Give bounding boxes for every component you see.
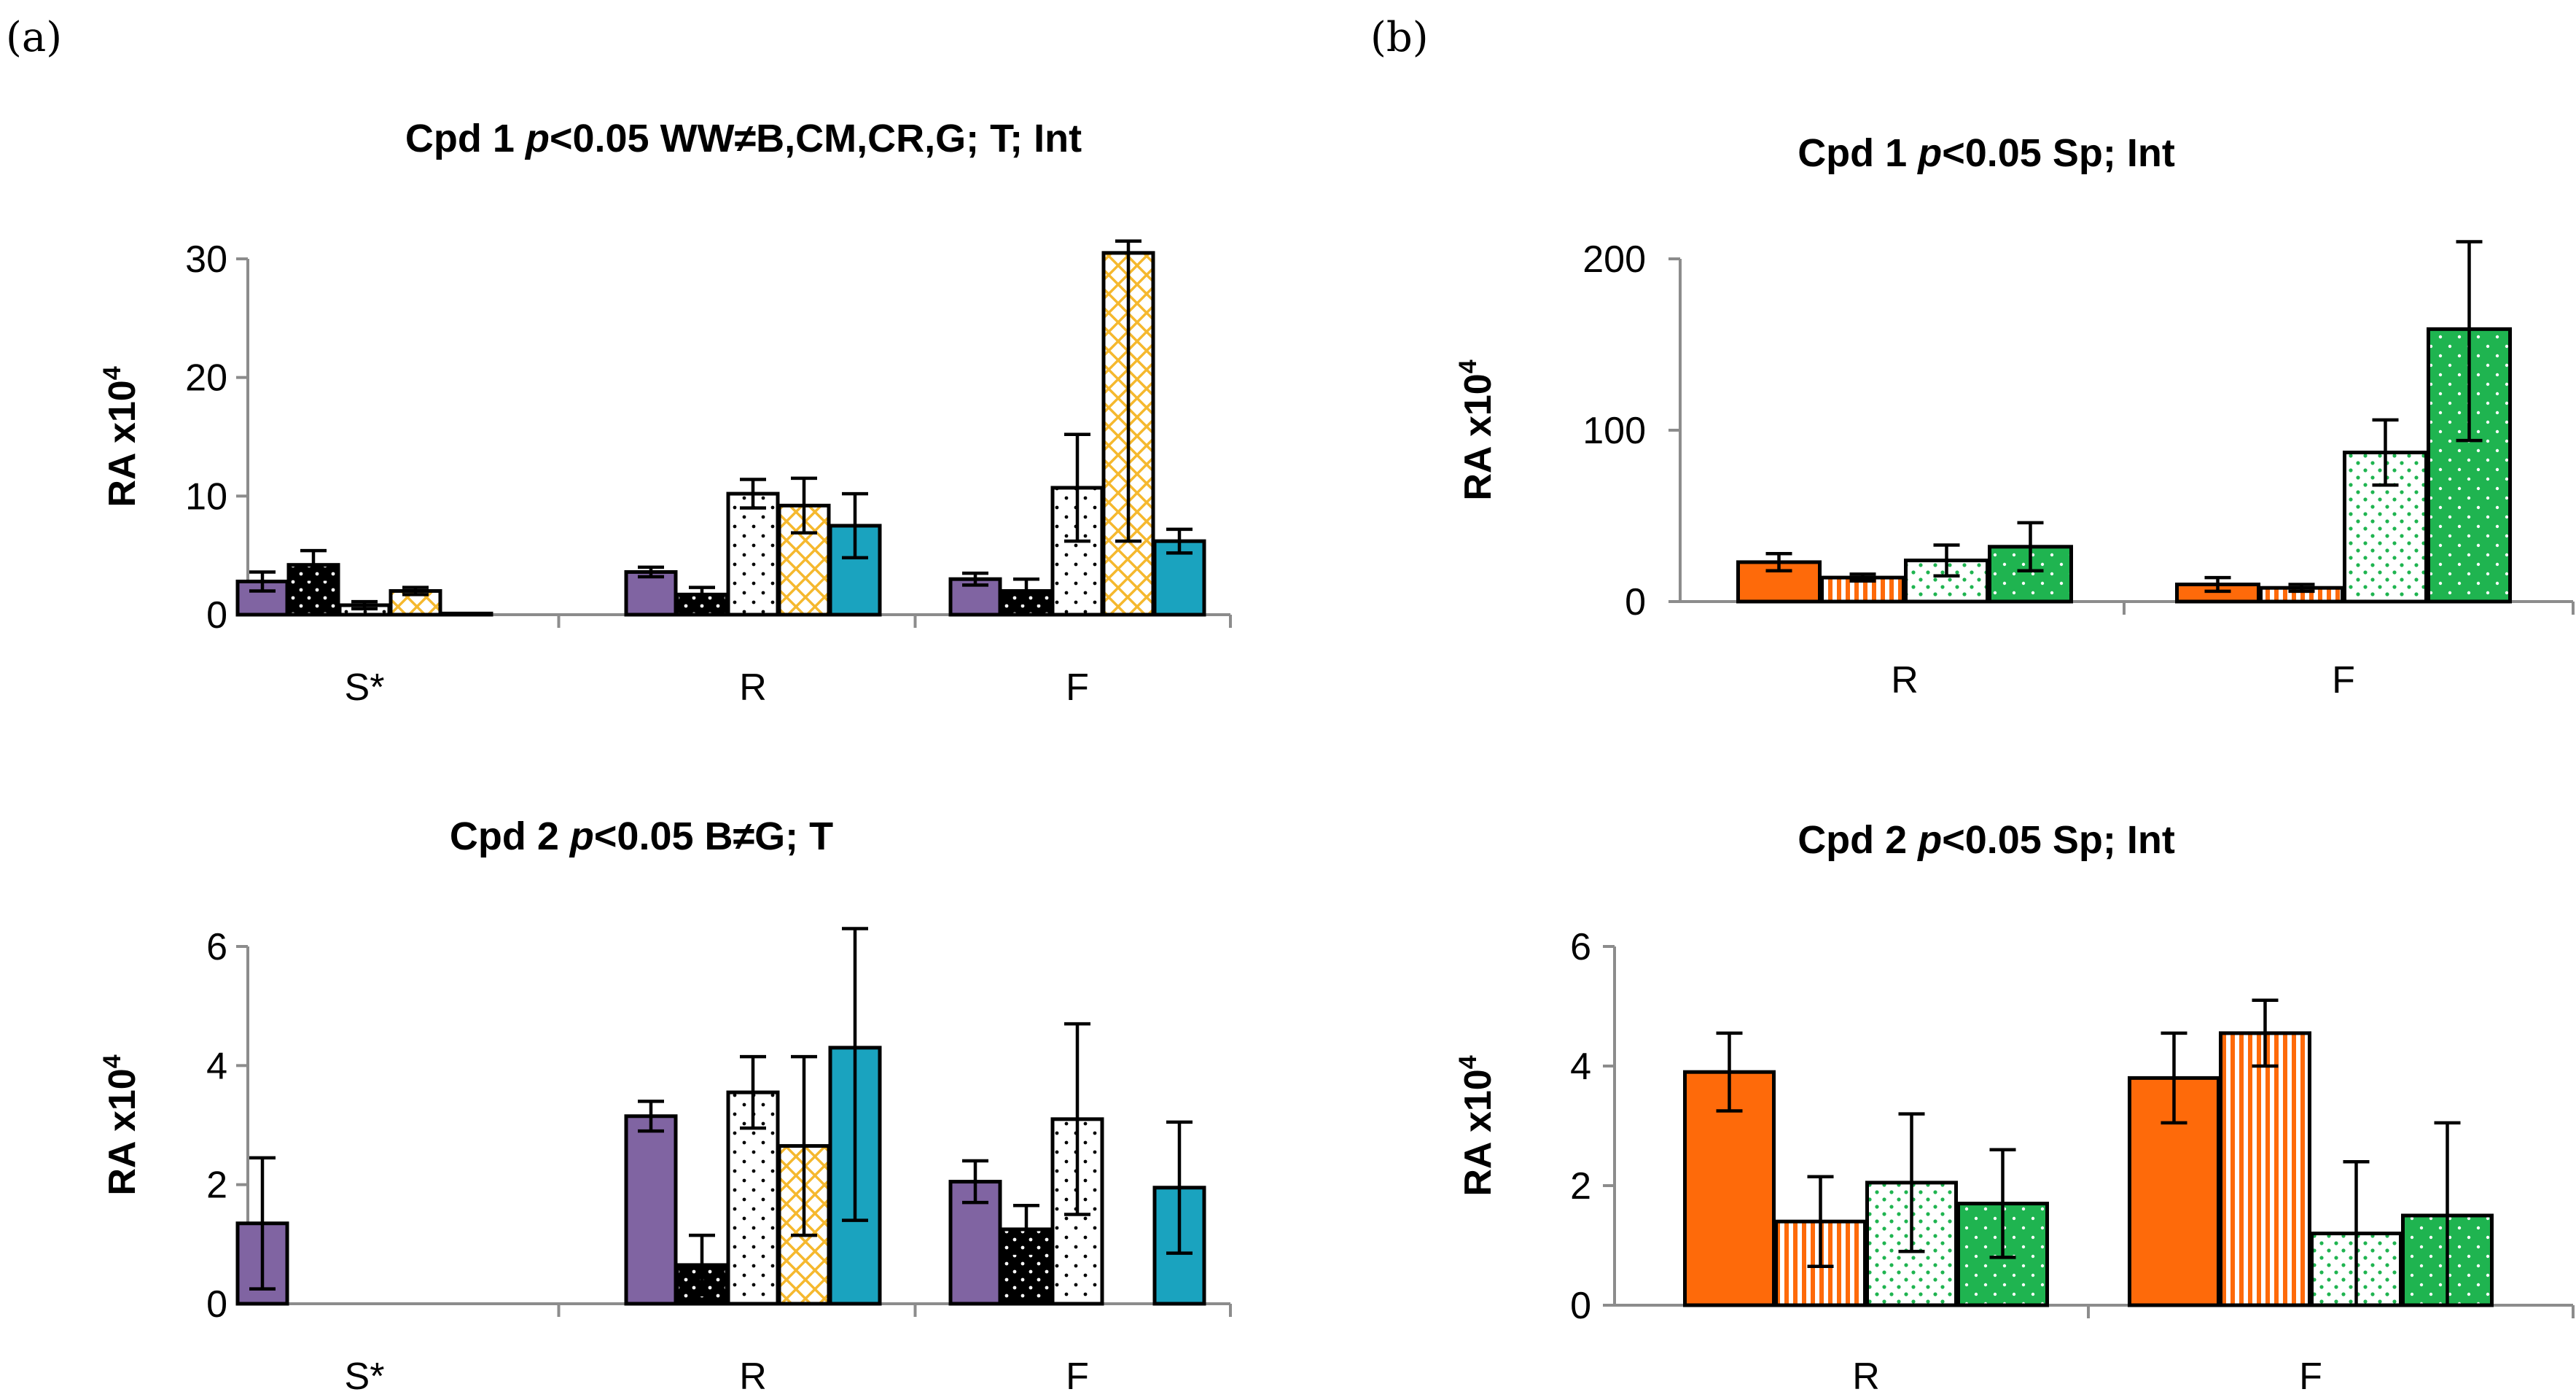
chart-a-bottom: Cpd 2 p<0.05 B≠G; T RA x104 0 2 4 6 S* R F xyxy=(98,814,1232,1398)
y-axis-label: RA x104 xyxy=(1454,359,1499,500)
category-label: R xyxy=(1852,1356,1880,1398)
category-label: S* xyxy=(345,666,385,709)
bar xyxy=(624,1114,678,1306)
category-label: F xyxy=(2332,659,2355,701)
y-tick-label: 0 xyxy=(1570,1285,1591,1327)
chart-title: Cpd 2 p<0.05 B≠G; T xyxy=(450,814,833,858)
y-tick-label: 4 xyxy=(206,1045,227,1087)
y-tick-label: 6 xyxy=(1570,926,1591,968)
y-tick-label: 2 xyxy=(206,1164,227,1207)
panel-label-a: (a) xyxy=(6,14,62,61)
category-label: F xyxy=(2299,1356,2322,1398)
chart-a-top: Cpd 1 p<0.05 WW≠B,CM,CR,G; T; Int RA x104… xyxy=(98,117,1232,709)
chart-title: Cpd 2 p<0.05 Sp; Int xyxy=(1798,818,2175,862)
y-tick-label: 0 xyxy=(206,1283,227,1326)
y-tick-label: 2 xyxy=(1570,1165,1591,1208)
chart-title: Cpd 1 p<0.05 WW≠B,CM,CR,G; T; Int xyxy=(405,117,1082,160)
bar xyxy=(624,569,678,617)
y-tick-label: 30 xyxy=(185,238,227,281)
category-label: R xyxy=(739,1356,767,1398)
bar xyxy=(726,491,780,617)
y-tick-label: 4 xyxy=(1570,1046,1591,1088)
bar xyxy=(440,611,493,617)
chart-b-top: Cpd 1 p<0.05 Sp; Int RA x104 0 100 200 R F xyxy=(1454,131,2575,701)
y-tick-label: 0 xyxy=(206,594,227,637)
y-axis-label: RA x104 xyxy=(98,366,144,507)
category-label: F xyxy=(1066,666,1089,709)
category-label: R xyxy=(739,666,767,709)
y-tick-label: 100 xyxy=(1582,410,1646,452)
bar xyxy=(2219,1031,2311,1307)
y-tick-label: 20 xyxy=(185,357,227,400)
y-axis-label: RA x104 xyxy=(1454,1055,1499,1196)
category-label: F xyxy=(1066,1356,1089,1398)
panel-label-b: (b) xyxy=(1370,14,1429,61)
y-axis-label: RA x104 xyxy=(98,1054,144,1195)
y-tick-label: 10 xyxy=(185,475,227,518)
category-label: S* xyxy=(345,1356,385,1398)
chart-b-bottom: Cpd 2 p<0.05 Sp; Int RA x104 0 2 4 6 R F xyxy=(1454,818,2575,1398)
y-tick-label: 0 xyxy=(1625,581,1646,623)
category-label: R xyxy=(1891,659,1919,701)
chart-title: Cpd 1 p<0.05 Sp; Int xyxy=(1798,131,2175,175)
y-tick-label: 6 xyxy=(206,926,227,968)
y-tick-label: 200 xyxy=(1582,238,1646,281)
